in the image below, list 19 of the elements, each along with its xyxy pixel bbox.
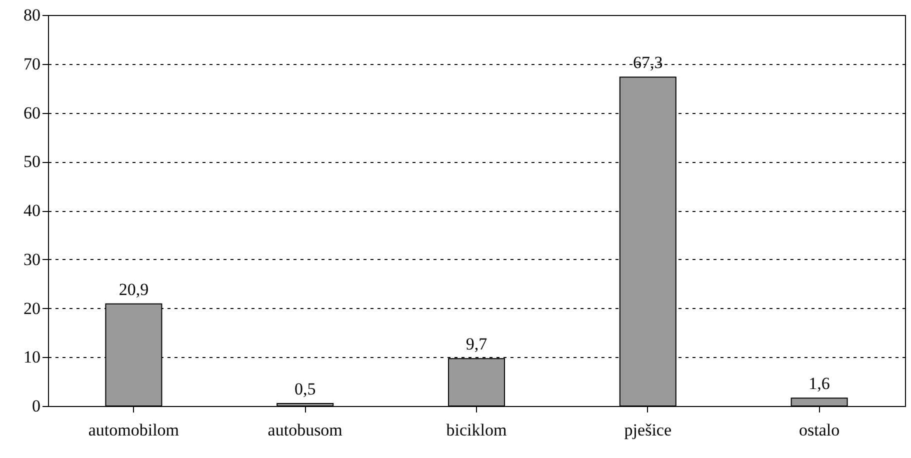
y-tick-label: 70 (24, 54, 40, 74)
y-tick-label: 30 (24, 250, 40, 269)
y-tick-label: 20 (24, 298, 40, 318)
x-tick-label: ostalo (798, 420, 840, 440)
data-label: 20,9 (118, 280, 149, 299)
x-tick-label: automobilom (88, 420, 180, 440)
x-tick-label: autobusom (268, 420, 342, 440)
x-tick-label: biciklom (446, 420, 507, 440)
data-label: 1,6 (808, 374, 830, 394)
x-tick-label: pješice (624, 420, 672, 440)
y-tick-label: 40 (24, 201, 40, 220)
y-tick-label: 0 (32, 396, 40, 416)
y-tick-label: 80 (24, 6, 40, 24)
y-tick-label: 50 (24, 152, 40, 172)
y-tick-label: 10 (24, 348, 40, 367)
data-label: 67,3 (633, 53, 663, 72)
y-tick-label: 60 (24, 103, 40, 122)
data-label: 0,5 (294, 380, 316, 399)
data-label: 9,7 (466, 334, 488, 354)
